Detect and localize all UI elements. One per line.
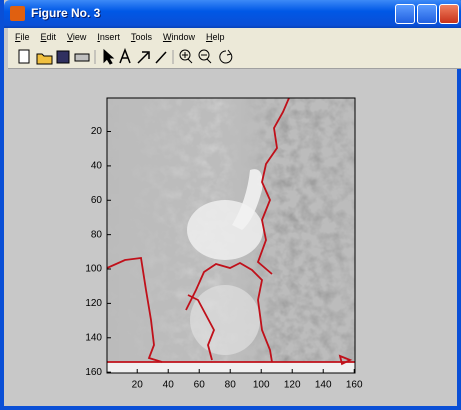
x-tick-label: 80 (225, 380, 237, 391)
y-tick-label: 80 (91, 229, 103, 240)
figure: 20 40 60 80 100 120 140 160 20 40 60 80 100 120 140 160 (0, 0, 461, 410)
y-tick-label: 60 (91, 195, 103, 206)
x-tick-label: 120 (284, 380, 301, 391)
x-tick-label: 140 (315, 380, 332, 391)
y-tick-label: 160 (85, 367, 102, 378)
y-tick-label: 40 (91, 161, 103, 172)
x-tick-label: 20 (132, 380, 144, 391)
x-tick-label: 160 (346, 380, 363, 391)
x-tick-label: 60 (194, 380, 206, 391)
x-tick-label: 100 (253, 380, 270, 391)
y-tick-label: 120 (85, 298, 102, 309)
image (107, 98, 355, 373)
x-tick-label: 40 (163, 380, 175, 391)
y-tick-label: 20 (91, 126, 103, 137)
y-tick-label: 140 (85, 332, 102, 343)
y-tick-label: 100 (85, 264, 102, 275)
